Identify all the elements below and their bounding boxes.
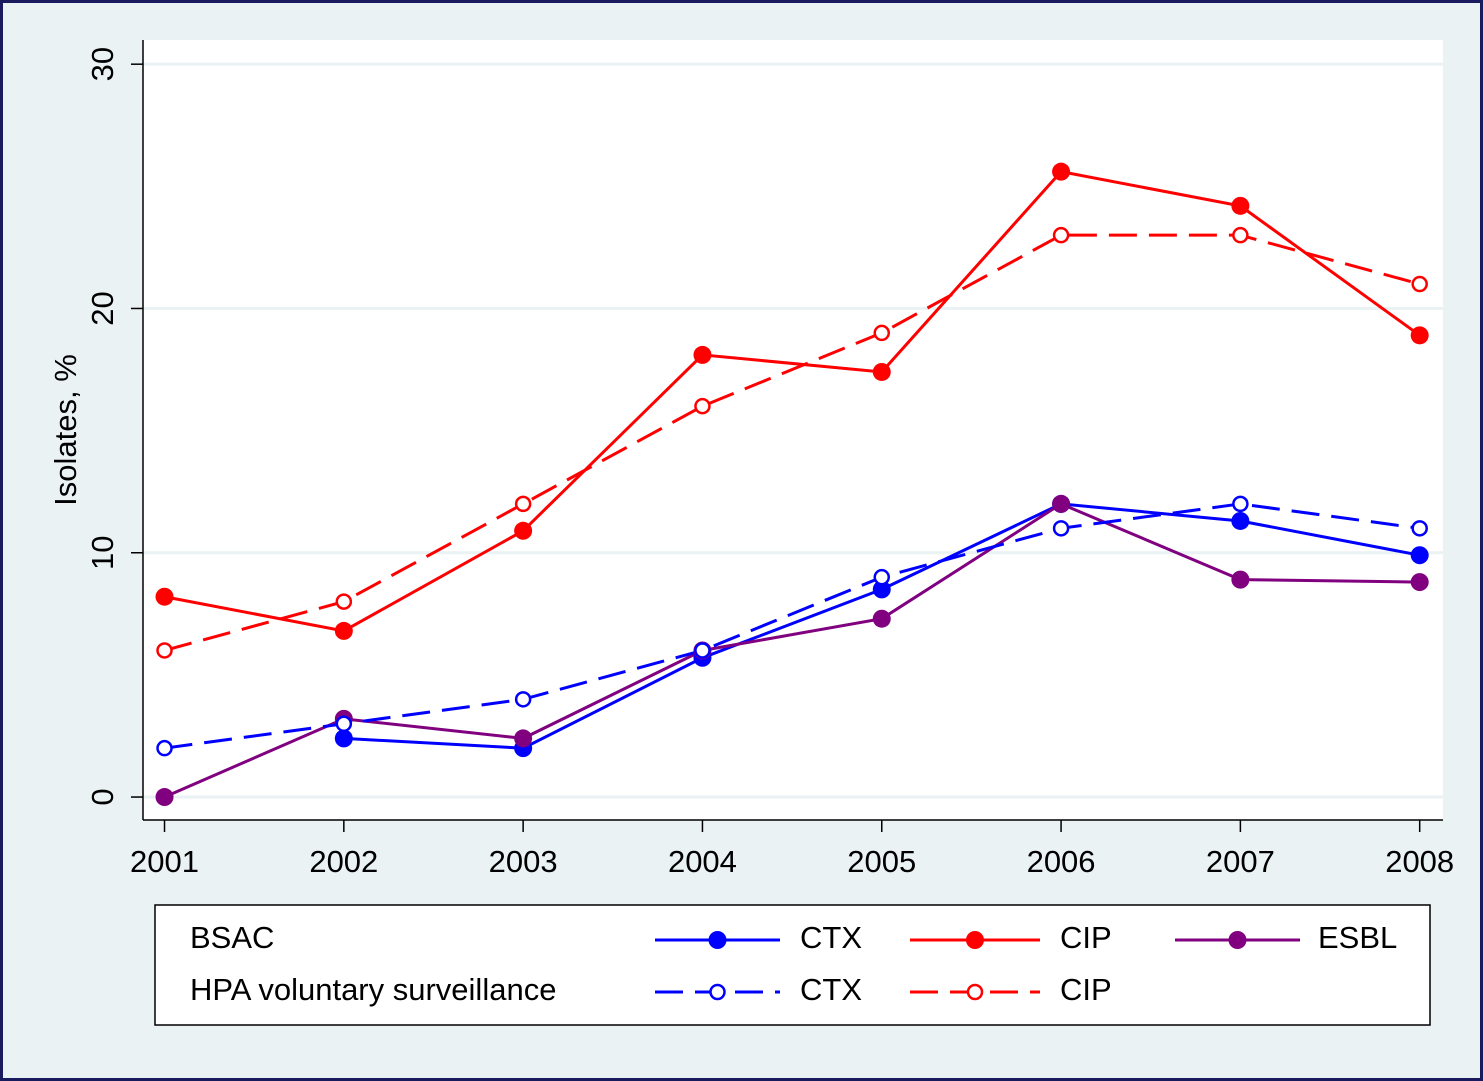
data-point [1411, 520, 1428, 537]
legend-label: CTX [800, 920, 862, 955]
legend-marker [708, 931, 727, 949]
data-point [694, 397, 711, 415]
x-tick-label: 2006 [1027, 844, 1096, 879]
data-point [1231, 511, 1250, 530]
x-tick-label: 2005 [847, 844, 916, 879]
data-point [1052, 494, 1071, 513]
legend-label: CTX [800, 972, 862, 1007]
plot-area [143, 40, 1443, 820]
data-point [514, 495, 532, 513]
series-line [163, 502, 1420, 799]
data-point [1232, 495, 1249, 513]
data-point [1052, 162, 1071, 181]
y-tick-label: 20 [85, 291, 120, 325]
data-point [1232, 226, 1249, 244]
data-point [514, 729, 533, 748]
data-point [334, 621, 353, 640]
data-point [334, 729, 353, 748]
legend-marker [709, 983, 726, 1001]
data-point [1052, 520, 1070, 537]
y-tick-label: 30 [85, 47, 120, 81]
x-tick-label: 2004 [668, 844, 737, 879]
data-point [335, 715, 353, 733]
x-tick-label: 2003 [489, 844, 558, 879]
legend-label: ESBL [1318, 920, 1397, 955]
data-point [156, 642, 173, 659]
legend-marker [966, 983, 984, 1001]
y-axis-label: Isolates, % [48, 354, 83, 506]
data-point [1231, 570, 1250, 589]
data-point [1231, 196, 1250, 215]
series-line [164, 170, 1421, 633]
data-point [872, 580, 891, 599]
data-point [1410, 546, 1429, 565]
x-tick-label: 2008 [1385, 844, 1454, 879]
y-tick-label: 0 [85, 788, 120, 805]
series-line [164, 233, 1421, 652]
data-point [335, 593, 353, 610]
x-tick-label: 2001 [130, 844, 199, 879]
data-point [693, 345, 712, 364]
data-point [694, 642, 711, 659]
y-tick-label: 10 [85, 536, 120, 570]
data-point [1052, 226, 1070, 244]
data-point [155, 587, 174, 606]
series-line [164, 502, 1420, 750]
legend-label: CIP [1060, 920, 1112, 955]
data-point [514, 521, 533, 540]
legend-label: CIP [1060, 972, 1112, 1007]
data-point [873, 568, 891, 586]
data-point [156, 739, 173, 757]
data-point [872, 362, 891, 381]
x-tick-label: 2007 [1206, 844, 1275, 879]
data-point [514, 691, 532, 708]
legend-row-label: HPA voluntary surveillance [190, 972, 556, 1007]
x-tick-label: 2002 [309, 844, 378, 879]
data-point [873, 324, 891, 342]
legend-box [154, 904, 1431, 1026]
data-point [155, 788, 174, 807]
legend-marker [966, 931, 984, 949]
legend-row-label: BSAC [190, 920, 274, 955]
data-point [1410, 326, 1429, 345]
legend-marker [1228, 931, 1247, 949]
data-point [1411, 275, 1428, 293]
data-point [1410, 573, 1429, 592]
data-point [872, 609, 891, 628]
